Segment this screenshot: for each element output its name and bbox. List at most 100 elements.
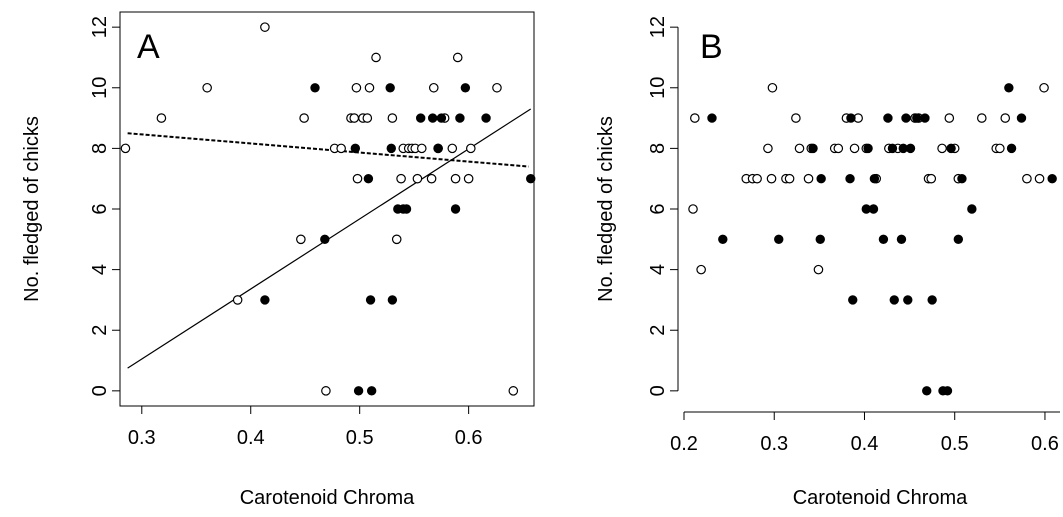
x-tick-label: 0.2 xyxy=(670,433,698,455)
filled-point xyxy=(387,295,398,305)
filled-point xyxy=(774,234,784,245)
filled-point xyxy=(845,173,855,184)
filled-point xyxy=(353,386,364,396)
filled-point xyxy=(815,234,825,245)
y-tick-label: 12 xyxy=(89,16,111,38)
open-point xyxy=(364,82,375,93)
data-points xyxy=(688,82,1057,396)
plot-frame xyxy=(119,11,535,407)
x-axis-title: Carotenoid Chroma xyxy=(240,487,415,509)
open-point xyxy=(156,113,167,123)
open-point xyxy=(995,143,1005,154)
filled-point xyxy=(433,143,443,154)
axis-ticks: 0 2 4 6 8 10 12 0.3 0.4 0.5 0.6 xyxy=(89,16,531,449)
panel-label: A xyxy=(137,28,160,66)
y-tick-label: 12 xyxy=(647,16,669,38)
y-tick-label: 10 xyxy=(647,77,669,99)
filled-point xyxy=(816,173,826,184)
filled-point xyxy=(436,113,447,123)
filled-point xyxy=(920,113,930,123)
y-axis-title: No. fledged of chicks xyxy=(21,116,43,302)
filled-point xyxy=(385,83,395,93)
open-point xyxy=(976,113,987,123)
filled-point xyxy=(848,295,858,305)
open-point xyxy=(463,173,474,184)
filled-point xyxy=(868,204,879,214)
open-point xyxy=(813,264,824,275)
open-point xyxy=(784,173,795,184)
filled-point xyxy=(846,113,856,123)
x-axis-title: Carotenoid Chroma xyxy=(793,487,968,509)
filled-point xyxy=(942,386,953,396)
filled-point xyxy=(320,234,330,245)
filled-point xyxy=(1016,113,1027,123)
open-point xyxy=(120,143,131,154)
y-tick-label: 8 xyxy=(89,143,111,154)
open-point xyxy=(466,143,476,154)
y-tick-label: 8 xyxy=(647,143,669,154)
filled-point xyxy=(808,143,818,154)
filled-point xyxy=(415,113,426,123)
filled-point xyxy=(883,113,893,123)
open-point xyxy=(937,143,947,154)
y-tick-label: 4 xyxy=(647,264,669,275)
x-tick-label: 0.6 xyxy=(1031,433,1059,455)
filled-point xyxy=(481,113,491,123)
panel-label: B xyxy=(700,28,723,66)
x-tick-label: 0.6 xyxy=(455,427,483,449)
open-point xyxy=(763,143,773,154)
filled-point xyxy=(896,234,907,245)
y-tick-label: 10 xyxy=(89,77,111,99)
x-tick-label: 0.3 xyxy=(760,433,788,455)
open-point xyxy=(849,143,860,154)
y-tick-label: 4 xyxy=(89,264,111,275)
open-point xyxy=(349,113,360,123)
open-point xyxy=(1000,113,1011,123)
open-point xyxy=(299,113,309,123)
filled-point xyxy=(1006,143,1017,154)
panel-a: A Carotenoid Chroma No. fledged of chick… xyxy=(21,11,536,509)
open-point xyxy=(260,22,270,32)
filled-point xyxy=(953,234,964,245)
y-tick-label: 0 xyxy=(647,385,669,396)
filled-point xyxy=(922,386,932,396)
open-point xyxy=(351,82,362,93)
x-tick-label: 0.3 xyxy=(128,427,156,449)
y-tick-label: 2 xyxy=(647,325,669,336)
filled-point xyxy=(957,173,967,184)
filled-point xyxy=(905,143,916,154)
open-point xyxy=(752,173,762,184)
filled-point xyxy=(363,173,374,184)
filled-point xyxy=(718,234,728,245)
dashed-trend-line xyxy=(127,132,529,168)
x-tick-label: 0.4 xyxy=(237,427,265,449)
open-point xyxy=(428,82,439,93)
open-point xyxy=(833,143,844,154)
filled-point xyxy=(1047,173,1057,184)
filled-point xyxy=(460,83,471,93)
open-point xyxy=(447,143,458,154)
filled-point xyxy=(401,204,412,214)
filled-point xyxy=(903,295,913,305)
open-point xyxy=(321,386,331,396)
filled-point xyxy=(386,143,396,154)
filled-point xyxy=(946,143,956,154)
filled-point xyxy=(526,173,536,184)
filled-point xyxy=(366,386,377,396)
filled-point xyxy=(707,113,717,123)
open-point xyxy=(944,113,955,123)
open-point xyxy=(1022,173,1032,184)
filled-point xyxy=(927,295,937,305)
filled-point xyxy=(863,143,873,154)
y-tick-label: 6 xyxy=(89,203,111,214)
open-point xyxy=(232,295,243,305)
open-point xyxy=(794,143,805,154)
filled-point xyxy=(455,113,465,123)
filled-point xyxy=(912,113,922,123)
open-point xyxy=(202,82,212,93)
filled-point xyxy=(427,113,438,123)
open-point xyxy=(450,173,461,184)
filled-point xyxy=(869,173,880,184)
y-axis-title: No. fledged of chicks xyxy=(595,116,617,302)
open-point xyxy=(803,173,814,184)
